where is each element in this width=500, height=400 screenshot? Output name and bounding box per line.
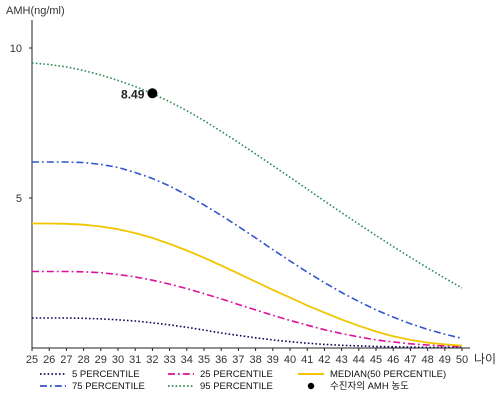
legend-marker-dot [307, 382, 315, 390]
x-axis-title: 나이 [474, 352, 496, 366]
x-tick-label: 27 [60, 354, 72, 366]
x-tick-label: 32 [146, 354, 158, 366]
x-tick-label: 38 [249, 354, 261, 366]
y-axis-ticks: 5 10 [10, 43, 32, 205]
legend-label: 수진자의 AMH 농도 [330, 381, 409, 392]
x-tick-label: 30 [112, 354, 124, 366]
legend-label: 5 PERCENTILE [72, 369, 140, 380]
y-tick-label: 10 [10, 43, 22, 55]
x-axis-ticks: 25 26 27 28 29 30 31 32 33 34 35 36 37 38 39 40 41 42 43 44… [26, 348, 468, 366]
x-tick-label: 44 [353, 354, 365, 366]
patient-amh-value-label: 8.49 [121, 87, 145, 101]
x-tick-label: 40 [284, 354, 296, 366]
x-tick-label: 41 [301, 354, 313, 366]
x-tick-label: 25 [26, 354, 38, 366]
x-tick-label: 26 [43, 354, 55, 366]
x-tick-label: 28 [77, 354, 89, 366]
series-line-median-50-percentile [32, 222, 463, 347]
x-tick-label: 36 [215, 354, 227, 366]
legend-label: 75 PERCENTILE [72, 381, 145, 392]
plot-area: 8.49 [31, 62, 463, 349]
x-tick-label: 45 [370, 354, 382, 366]
series-line-25-percentile [32, 270, 463, 348]
x-tick-label: 46 [387, 354, 399, 366]
x-tick-label: 42 [318, 354, 330, 366]
x-tick-label: 34 [181, 354, 193, 366]
x-tick-label: 29 [95, 354, 107, 366]
x-tick-label: 43 [335, 354, 347, 366]
y-axis-title: AMH(ng/ml) [6, 5, 65, 17]
y-tick-label: 5 [16, 193, 22, 205]
x-tick-label: 33 [163, 354, 175, 366]
legend-label: MEDIAN(50 PERCENTILE) [330, 369, 446, 380]
axes [31, 20, 470, 349]
series-line-95-percentile [31, 62, 463, 289]
patient-amh-point [147, 88, 158, 99]
series-line-75-percentile [32, 161, 463, 340]
x-tick-label: 35 [198, 354, 210, 366]
x-tick-label: 49 [439, 354, 451, 366]
legend-label: 95 PERCENTILE [200, 381, 273, 392]
legend-label: 25 PERCENTILE [200, 369, 273, 380]
x-tick-label: 37 [232, 354, 244, 366]
x-tick-label: 47 [404, 354, 416, 366]
x-tick-label: 31 [129, 354, 141, 366]
x-tick-label: 39 [267, 354, 279, 366]
x-tick-label: 50 [456, 354, 468, 366]
x-tick-label: 48 [421, 354, 433, 366]
